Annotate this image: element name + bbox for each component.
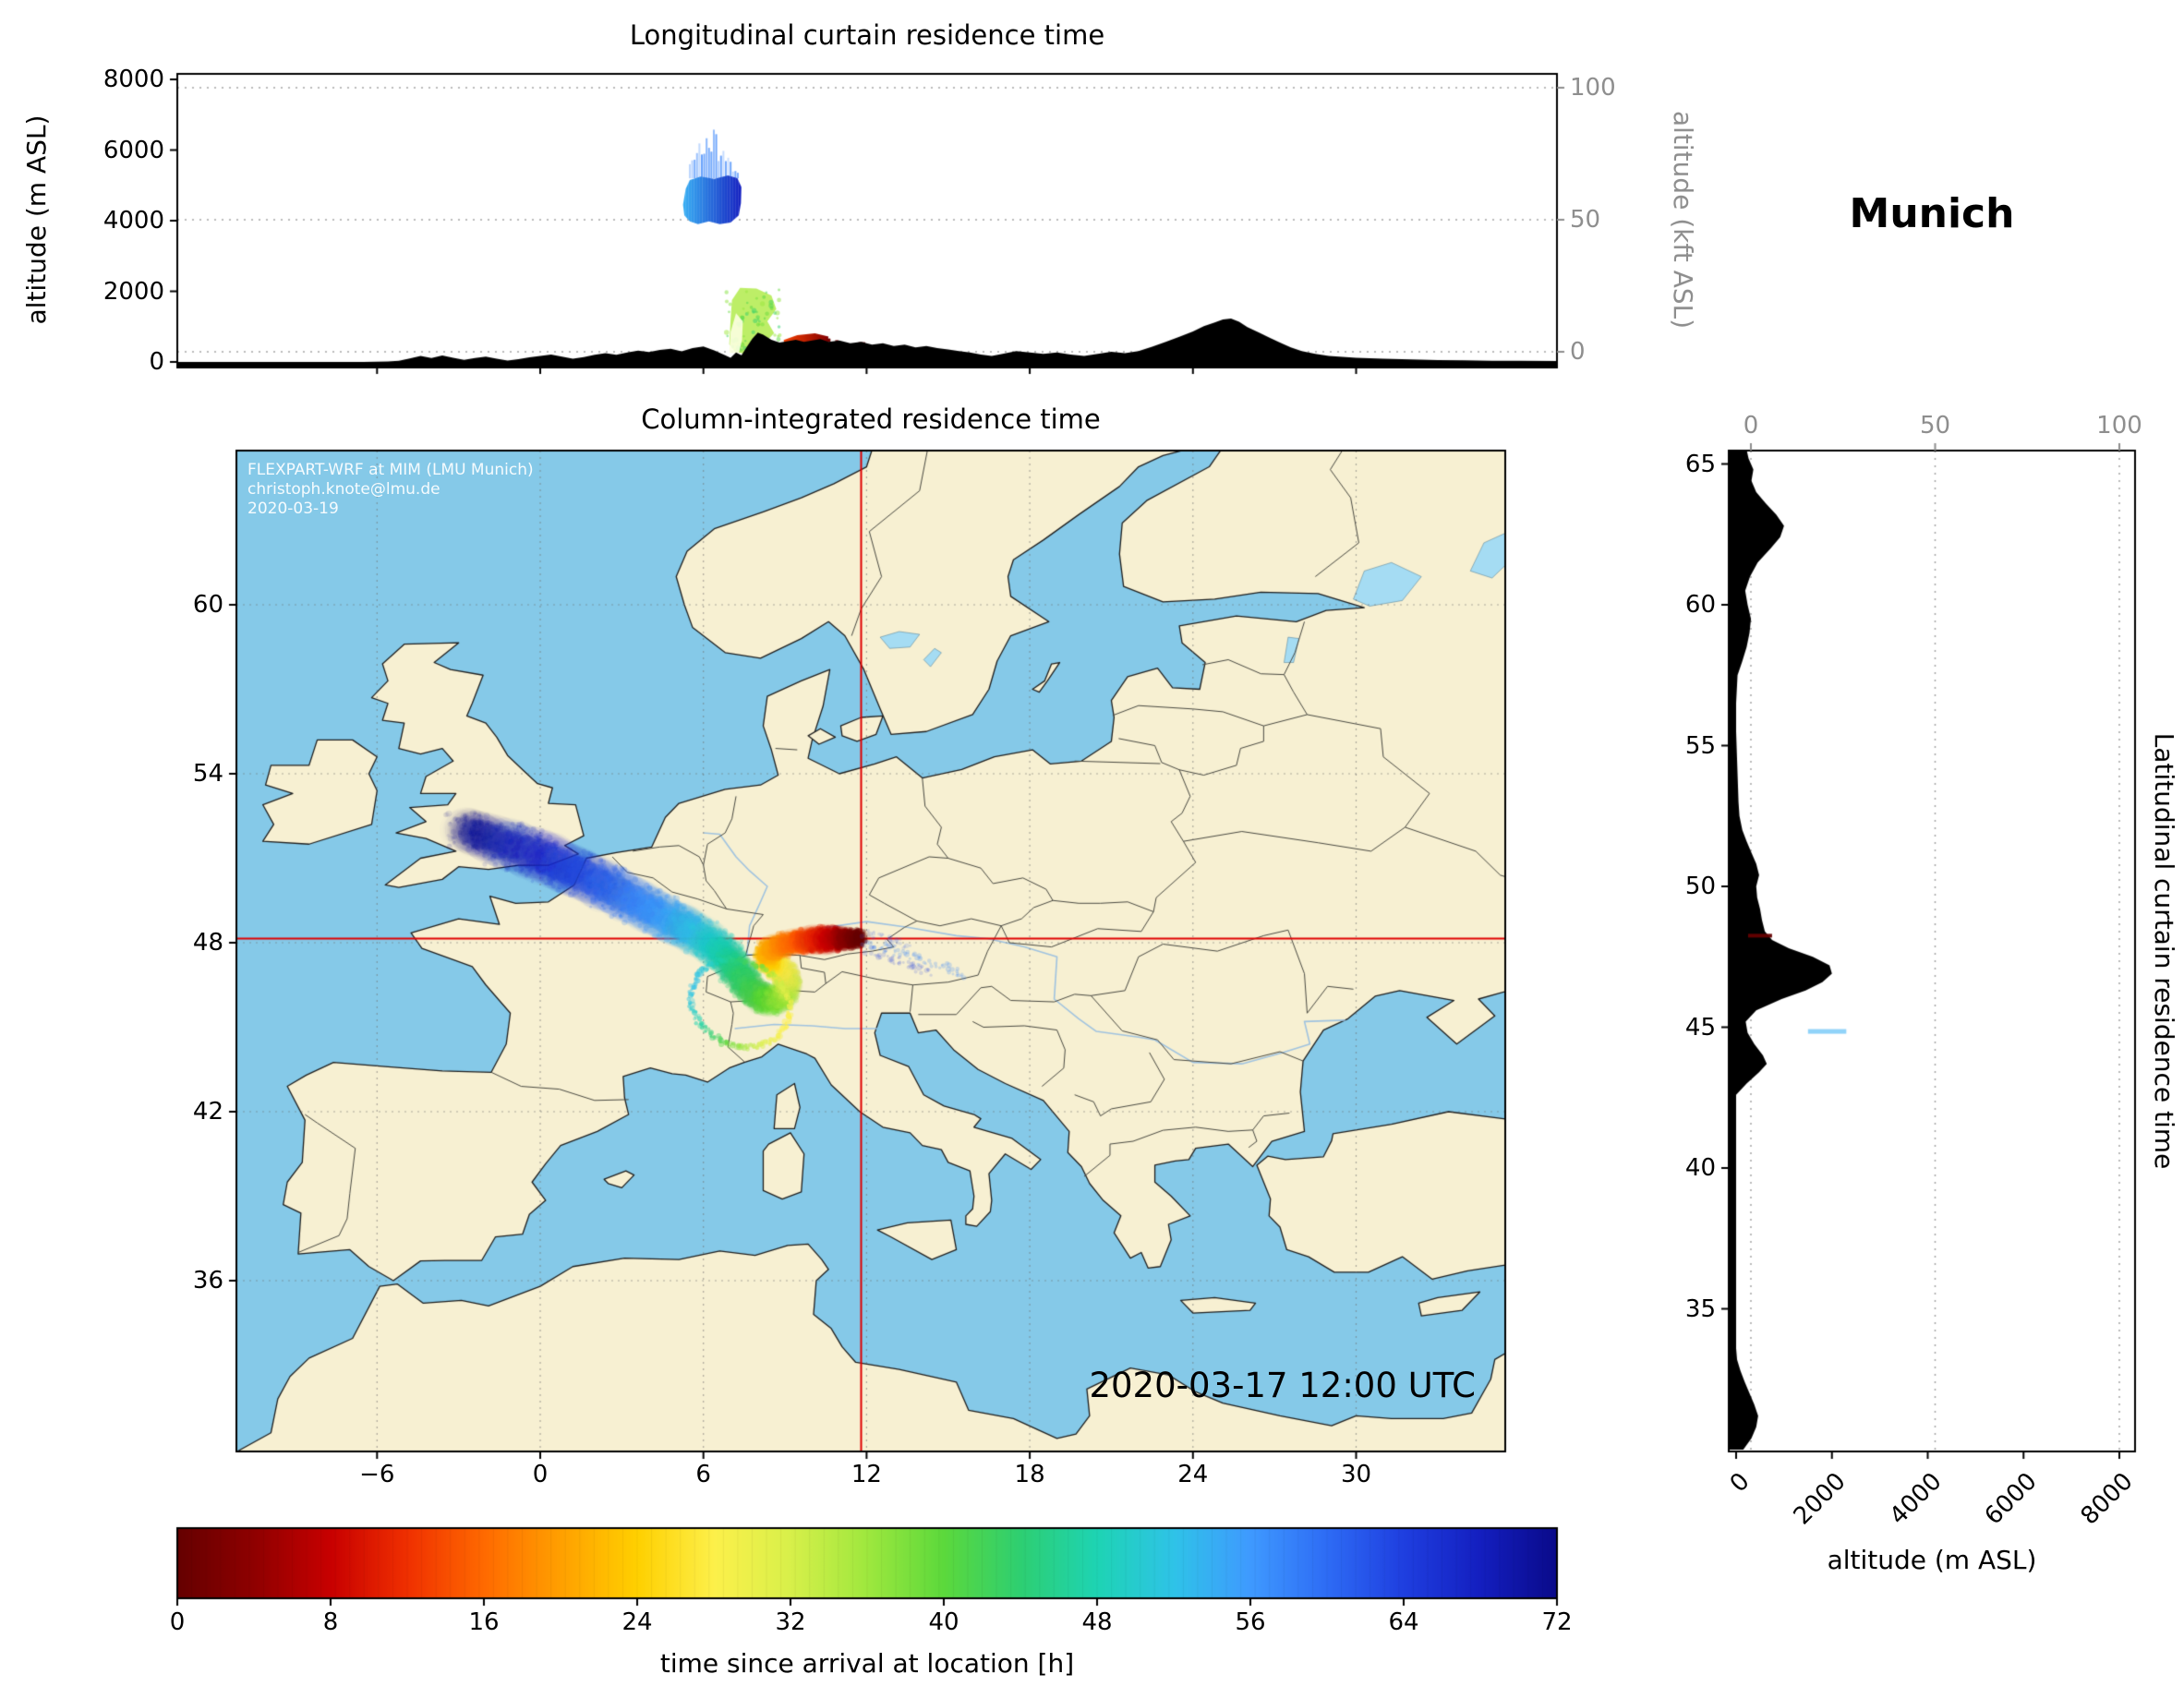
latitudinal-xlabel-bottom: altitude (m ASL)	[1827, 1545, 2037, 1575]
longitudinal-panel-title: Longitudinal curtain residence time	[629, 19, 1105, 51]
longitudinal-ylabel-left: altitude (m ASL)	[21, 114, 52, 325]
receptor-name-title: Munich	[1849, 190, 2015, 237]
flexpart-annotation-line2: christoph.knote@lmu.de	[247, 480, 440, 499]
map-timestamp: 2020-03-17 12:00 UTC	[1089, 1366, 1476, 1405]
colorbar-label: time since arrival at location [h]	[659, 1648, 1075, 1679]
map-panel-title: Column-integrated residence time	[641, 403, 1101, 435]
longitudinal-ylabel-right: altitude (kft ASL)	[1668, 110, 1698, 330]
flexpart-annotation-line3: 2020-03-19	[247, 500, 339, 518]
flexpart-annotation-line1: FLEXPART-WRF at MIM (LMU Munich)	[247, 461, 534, 479]
latitudinal-panel-title: Latitudinal curtain residence time	[2149, 732, 2179, 1170]
